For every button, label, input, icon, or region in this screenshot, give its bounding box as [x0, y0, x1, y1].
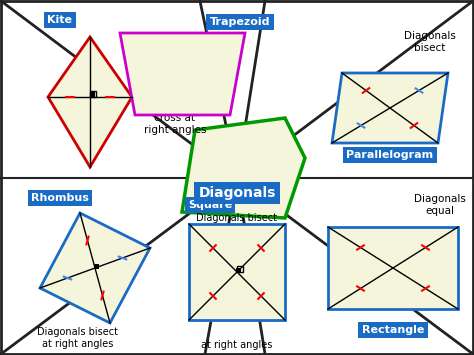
- Text: Diagonals bisect: Diagonals bisect: [197, 213, 277, 223]
- Bar: [91, 92, 95, 97]
- Text: Diagonals
cross at
right angles: Diagonals cross at right angles: [144, 102, 206, 135]
- Text: Diagonals
equal: Diagonals equal: [414, 194, 466, 216]
- Text: Diagonals bisect
at right angles: Diagonals bisect at right angles: [37, 327, 118, 349]
- Text: Rhombus: Rhombus: [31, 193, 89, 203]
- Text: Kite: Kite: [47, 15, 73, 25]
- Polygon shape: [182, 118, 305, 218]
- Text: Rectangle: Rectangle: [362, 325, 424, 335]
- Text: at right angles: at right angles: [201, 340, 273, 350]
- Bar: [237, 268, 241, 273]
- Polygon shape: [48, 37, 132, 167]
- Bar: [237, 266, 243, 272]
- Polygon shape: [40, 213, 150, 323]
- Polygon shape: [332, 73, 448, 143]
- Text: Square: Square: [188, 200, 232, 210]
- Text: Trapezoid: Trapezoid: [210, 17, 270, 27]
- Polygon shape: [120, 33, 245, 115]
- Text: Diagonals: Diagonals: [198, 186, 276, 200]
- Polygon shape: [328, 227, 458, 309]
- Text: Parallelogram: Parallelogram: [346, 150, 434, 160]
- Text: Diagonals
bisect: Diagonals bisect: [404, 31, 456, 53]
- Bar: [94, 263, 100, 268]
- Bar: [90, 91, 96, 97]
- Polygon shape: [189, 224, 285, 320]
